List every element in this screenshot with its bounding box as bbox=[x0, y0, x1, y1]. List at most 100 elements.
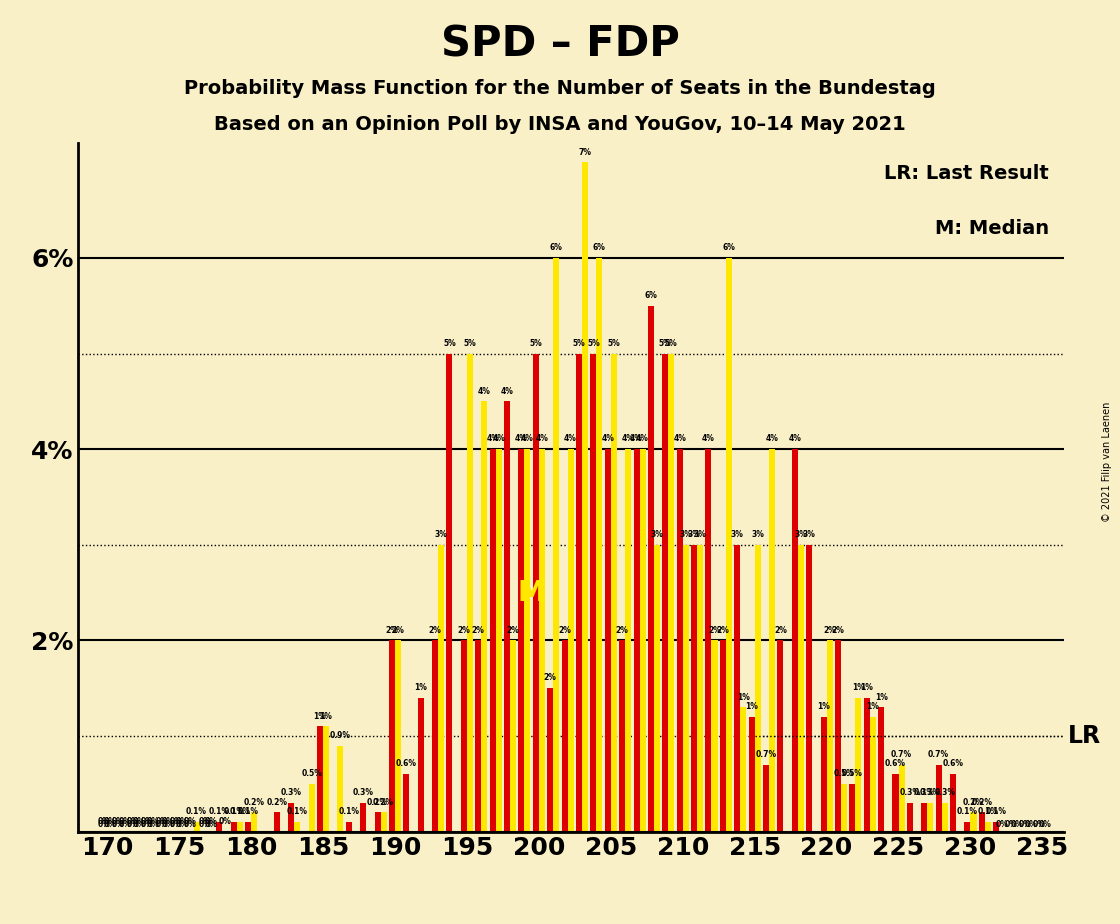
Text: 2%: 2% bbox=[543, 674, 557, 683]
Text: 0%: 0% bbox=[184, 817, 197, 826]
Bar bbox=[806, 545, 812, 832]
Bar bbox=[647, 306, 654, 832]
Text: 4%: 4% bbox=[501, 386, 513, 395]
Text: 1%: 1% bbox=[818, 702, 830, 711]
Bar bbox=[582, 163, 588, 832]
Text: 2%: 2% bbox=[429, 626, 441, 635]
Text: 2%: 2% bbox=[392, 626, 404, 635]
Text: 4%: 4% bbox=[521, 434, 534, 444]
Text: 5%: 5% bbox=[464, 339, 476, 347]
Bar bbox=[893, 774, 898, 832]
Text: 5%: 5% bbox=[659, 339, 672, 347]
Text: 0.2%: 0.2% bbox=[963, 797, 984, 807]
Bar bbox=[381, 812, 386, 832]
Text: 2%: 2% bbox=[708, 626, 721, 635]
Text: 0.7%: 0.7% bbox=[756, 750, 776, 759]
Bar bbox=[309, 784, 315, 832]
Bar bbox=[403, 774, 409, 832]
Text: 2%: 2% bbox=[774, 626, 787, 635]
Bar bbox=[625, 449, 632, 832]
Text: 0%: 0% bbox=[1025, 820, 1037, 829]
Bar bbox=[374, 812, 381, 832]
Text: M: Median: M: Median bbox=[935, 219, 1049, 238]
Text: 1%: 1% bbox=[414, 683, 427, 692]
Text: 0.1%: 0.1% bbox=[986, 808, 1007, 816]
Text: SPD – FDP: SPD – FDP bbox=[440, 23, 680, 65]
Bar bbox=[533, 354, 539, 832]
Bar bbox=[662, 354, 669, 832]
Text: 0%: 0% bbox=[147, 817, 160, 826]
Bar bbox=[346, 822, 352, 832]
Bar bbox=[510, 640, 516, 832]
Bar bbox=[970, 812, 977, 832]
Bar bbox=[640, 449, 645, 832]
Bar bbox=[827, 640, 832, 832]
Text: 0%: 0% bbox=[161, 820, 175, 829]
Bar bbox=[849, 784, 856, 832]
Bar bbox=[337, 746, 344, 832]
Bar bbox=[964, 822, 970, 832]
Bar bbox=[669, 354, 674, 832]
Text: 0%: 0% bbox=[198, 820, 212, 829]
Bar bbox=[447, 354, 452, 832]
Text: 5%: 5% bbox=[665, 339, 678, 347]
Text: 0.1%: 0.1% bbox=[287, 808, 308, 816]
Bar bbox=[467, 354, 473, 832]
Bar bbox=[194, 822, 199, 832]
Text: 0.6%: 0.6% bbox=[885, 760, 906, 769]
Text: 0%: 0% bbox=[996, 820, 1009, 829]
Bar bbox=[654, 545, 660, 832]
Text: 4%: 4% bbox=[766, 434, 778, 444]
Bar bbox=[553, 258, 559, 832]
Bar bbox=[251, 812, 258, 832]
Text: 0%: 0% bbox=[112, 820, 125, 829]
Text: 0%: 0% bbox=[176, 817, 188, 826]
Text: 0%: 0% bbox=[169, 817, 183, 826]
Bar bbox=[361, 803, 366, 832]
Bar bbox=[619, 640, 625, 832]
Text: 1%: 1% bbox=[737, 693, 749, 701]
Text: 0.2%: 0.2% bbox=[267, 797, 288, 807]
Bar bbox=[438, 545, 445, 832]
Bar bbox=[821, 717, 827, 832]
Text: 0%: 0% bbox=[176, 820, 188, 829]
Text: 0%: 0% bbox=[104, 817, 116, 826]
Text: 5%: 5% bbox=[444, 339, 456, 347]
Text: 0%: 0% bbox=[132, 817, 146, 826]
Text: 4%: 4% bbox=[702, 434, 715, 444]
Bar bbox=[610, 354, 617, 832]
Text: 0%: 0% bbox=[141, 817, 153, 826]
Text: 0%: 0% bbox=[1005, 820, 1017, 829]
Text: 0.6%: 0.6% bbox=[943, 760, 963, 769]
Text: 0.6%: 0.6% bbox=[395, 760, 417, 769]
Text: 6%: 6% bbox=[722, 243, 736, 252]
Bar bbox=[706, 449, 711, 832]
Bar bbox=[245, 822, 251, 832]
Text: 0.3%: 0.3% bbox=[934, 788, 955, 797]
Text: 0%: 0% bbox=[1018, 820, 1032, 829]
Text: 0.2%: 0.2% bbox=[971, 797, 992, 807]
Text: 0%: 0% bbox=[118, 817, 131, 826]
Bar bbox=[561, 640, 568, 832]
Text: 3%: 3% bbox=[680, 530, 692, 539]
Text: 4%: 4% bbox=[478, 386, 491, 395]
Text: 3%: 3% bbox=[693, 530, 707, 539]
Bar bbox=[568, 449, 573, 832]
Bar bbox=[475, 640, 482, 832]
Bar bbox=[907, 803, 913, 832]
Bar bbox=[539, 449, 544, 832]
Bar bbox=[763, 765, 769, 832]
Text: 0.2%: 0.2% bbox=[373, 797, 394, 807]
Text: 1%: 1% bbox=[852, 683, 865, 692]
Text: 4%: 4% bbox=[788, 434, 801, 444]
Text: 0.1%: 0.1% bbox=[230, 808, 250, 816]
Text: 0%: 0% bbox=[127, 820, 139, 829]
Text: 2%: 2% bbox=[558, 626, 571, 635]
Text: 6%: 6% bbox=[550, 243, 562, 252]
Bar bbox=[683, 545, 689, 832]
Bar bbox=[769, 449, 775, 832]
Text: 1%: 1% bbox=[867, 702, 879, 711]
Bar bbox=[496, 449, 502, 832]
Text: 4%: 4% bbox=[515, 434, 528, 444]
Text: 0%: 0% bbox=[112, 817, 125, 826]
